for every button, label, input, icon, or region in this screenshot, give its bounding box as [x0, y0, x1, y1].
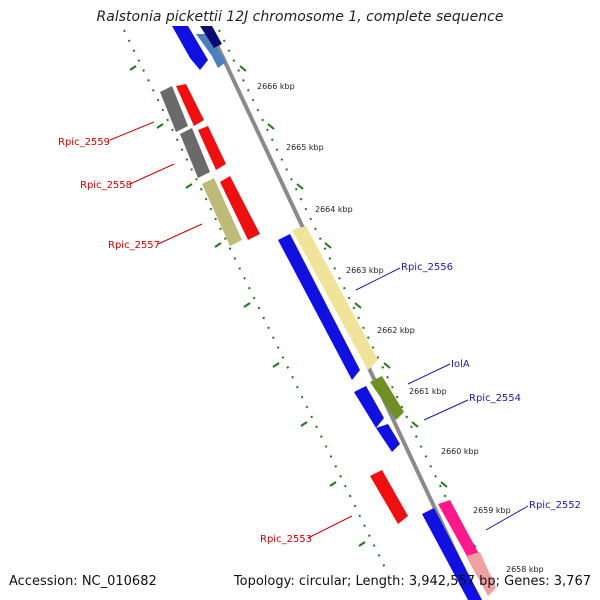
gene-arrow-rpic-2558-red[interactable] [198, 126, 226, 170]
scale-label-2663: 2663 kbp [346, 266, 384, 275]
scale-label-2661: 2661 kbp [409, 387, 447, 396]
gene-arrow-rpic-2556-yellow[interactable] [292, 226, 378, 370]
map-title: Ralstonia pickettii 12J chromosome 1, co… [96, 9, 504, 25]
reverse-leader-lines [109, 121, 353, 539]
gene-label-rpic-2557[interactable]: Rpic_2557 [108, 240, 160, 251]
gene-label-rpic-2556[interactable]: Rpic_2556 [401, 262, 453, 273]
gene-label-rpic-2553[interactable]: Rpic_2553 [260, 534, 312, 545]
accession-text: Accession: NC_010682 [9, 574, 157, 589]
gene-label-rpic-2552[interactable]: Rpic_2552 [529, 500, 581, 511]
forward-leader-lines [355, 267, 529, 531]
scale-label-2659: 2659 kbp [473, 506, 511, 515]
genome-summary-text: Topology: circular; Length: 3,942,557 bp… [233, 574, 591, 589]
gene-arrow-iola-green[interactable] [370, 376, 404, 420]
gene-arrow-rpic-2559-gray[interactable] [160, 86, 188, 132]
scale-label-2665: 2665 kbp [286, 143, 324, 152]
gene-arrow-rpic-2552-blue[interactable] [422, 508, 482, 600]
gene-arrow-rpic-2557-olive[interactable] [202, 178, 242, 246]
gene-label-rpic-2554[interactable]: Rpic_2554 [469, 393, 521, 404]
gene-arrow-rpic-2558-gray[interactable] [180, 128, 210, 178]
scale-label-2664: 2664 kbp [315, 205, 353, 214]
gene-arrow-rpic-2554-blue[interactable] [354, 386, 384, 428]
gene-label-rpic-2558[interactable]: Rpic_2558 [80, 180, 132, 191]
gene-label-iola[interactable]: IolA [451, 359, 470, 370]
gene-arrow-rpic-2552-lightpink[interactable] [466, 552, 496, 596]
gene-arrow-rpic-2556-blue[interactable] [278, 234, 360, 380]
gene-arrow-rpic-2554-blue-2[interactable] [376, 424, 400, 452]
gene-arrow-rpic-2553-red[interactable] [370, 470, 408, 524]
outer-dotted-guide [123, 29, 389, 575]
gene-label-rpic-2559[interactable]: Rpic_2559 [58, 137, 110, 148]
gene-arrow-top-blue-forward[interactable] [172, 26, 208, 70]
gene-arrow-top-steelblue[interactable] [196, 34, 226, 68]
gene-arrow-top-navy[interactable] [200, 26, 222, 48]
scale-label-2666: 2666 kbp [257, 82, 295, 91]
scale-label-2658: 2658 kbp [506, 565, 544, 574]
gene-arrow-rpic-2557-red[interactable] [220, 176, 260, 240]
inner-dotted-guide [218, 29, 484, 575]
scale-label-2660: 2660 kbp [441, 447, 479, 456]
scale-label-2662: 2662 kbp [377, 326, 415, 335]
gene-arrow-rpic-2559-red[interactable] [176, 84, 204, 126]
